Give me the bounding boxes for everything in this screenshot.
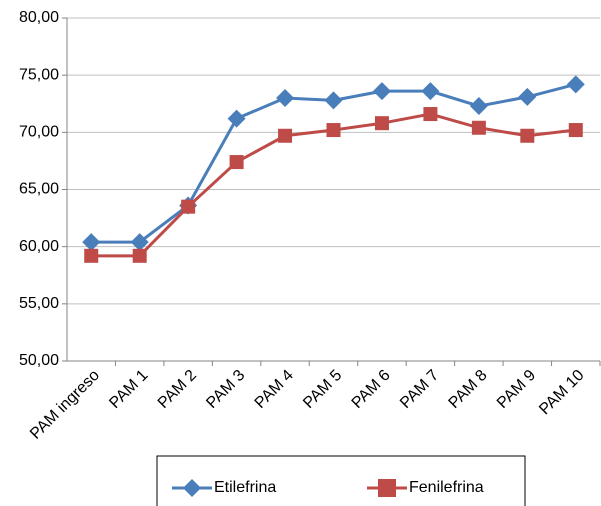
x-tick-label: PAM ingreso bbox=[27, 367, 103, 443]
data-point bbox=[227, 109, 246, 128]
data-point bbox=[324, 91, 343, 110]
data-point bbox=[469, 97, 488, 116]
x-tick-label: PAM 1 bbox=[106, 367, 151, 412]
x-tick-label: PAM 2 bbox=[155, 367, 200, 412]
y-tick-label: 65,00 bbox=[19, 181, 59, 198]
data-point bbox=[229, 155, 244, 170]
data-point bbox=[278, 128, 293, 143]
y-tick-label: 60,00 bbox=[19, 238, 59, 255]
legend-label: Fenilefrina bbox=[409, 479, 484, 496]
data-point bbox=[520, 128, 535, 143]
x-tick-label: PAM 4 bbox=[252, 367, 297, 412]
data-point bbox=[276, 89, 295, 108]
legend-marker bbox=[378, 479, 396, 497]
x-tick-label: PAM 6 bbox=[349, 367, 394, 412]
legend-marker bbox=[183, 479, 201, 497]
data-point bbox=[421, 82, 440, 101]
data-point bbox=[132, 248, 147, 263]
y-tick-label: 70,00 bbox=[19, 124, 59, 141]
data-point bbox=[82, 233, 101, 252]
data-point bbox=[471, 120, 486, 135]
data-point bbox=[423, 107, 438, 122]
data-point bbox=[374, 116, 389, 131]
x-tick-label: PAM 3 bbox=[203, 367, 248, 412]
data-point bbox=[372, 82, 391, 101]
data-point bbox=[568, 123, 583, 138]
y-tick-label: 55,00 bbox=[19, 295, 59, 312]
y-tick-label: 50,00 bbox=[19, 352, 59, 369]
legend-label: Etilefrina bbox=[214, 479, 276, 496]
x-tick-label: PAM 8 bbox=[446, 367, 491, 412]
data-point bbox=[518, 87, 537, 106]
data-point bbox=[130, 233, 149, 252]
x-tick-label: PAM 7 bbox=[397, 367, 442, 412]
y-tick-label: 75,00 bbox=[19, 66, 59, 83]
y-tick-label: 80,00 bbox=[19, 9, 59, 26]
data-point bbox=[181, 199, 196, 214]
data-point bbox=[566, 75, 585, 94]
x-tick-label: PAM 5 bbox=[300, 367, 345, 412]
data-point bbox=[84, 248, 99, 263]
x-tick-label: PAM 9 bbox=[494, 367, 539, 412]
x-tick-label: PAM 10 bbox=[536, 367, 588, 419]
data-point bbox=[326, 123, 341, 138]
legend-box bbox=[156, 455, 526, 506]
